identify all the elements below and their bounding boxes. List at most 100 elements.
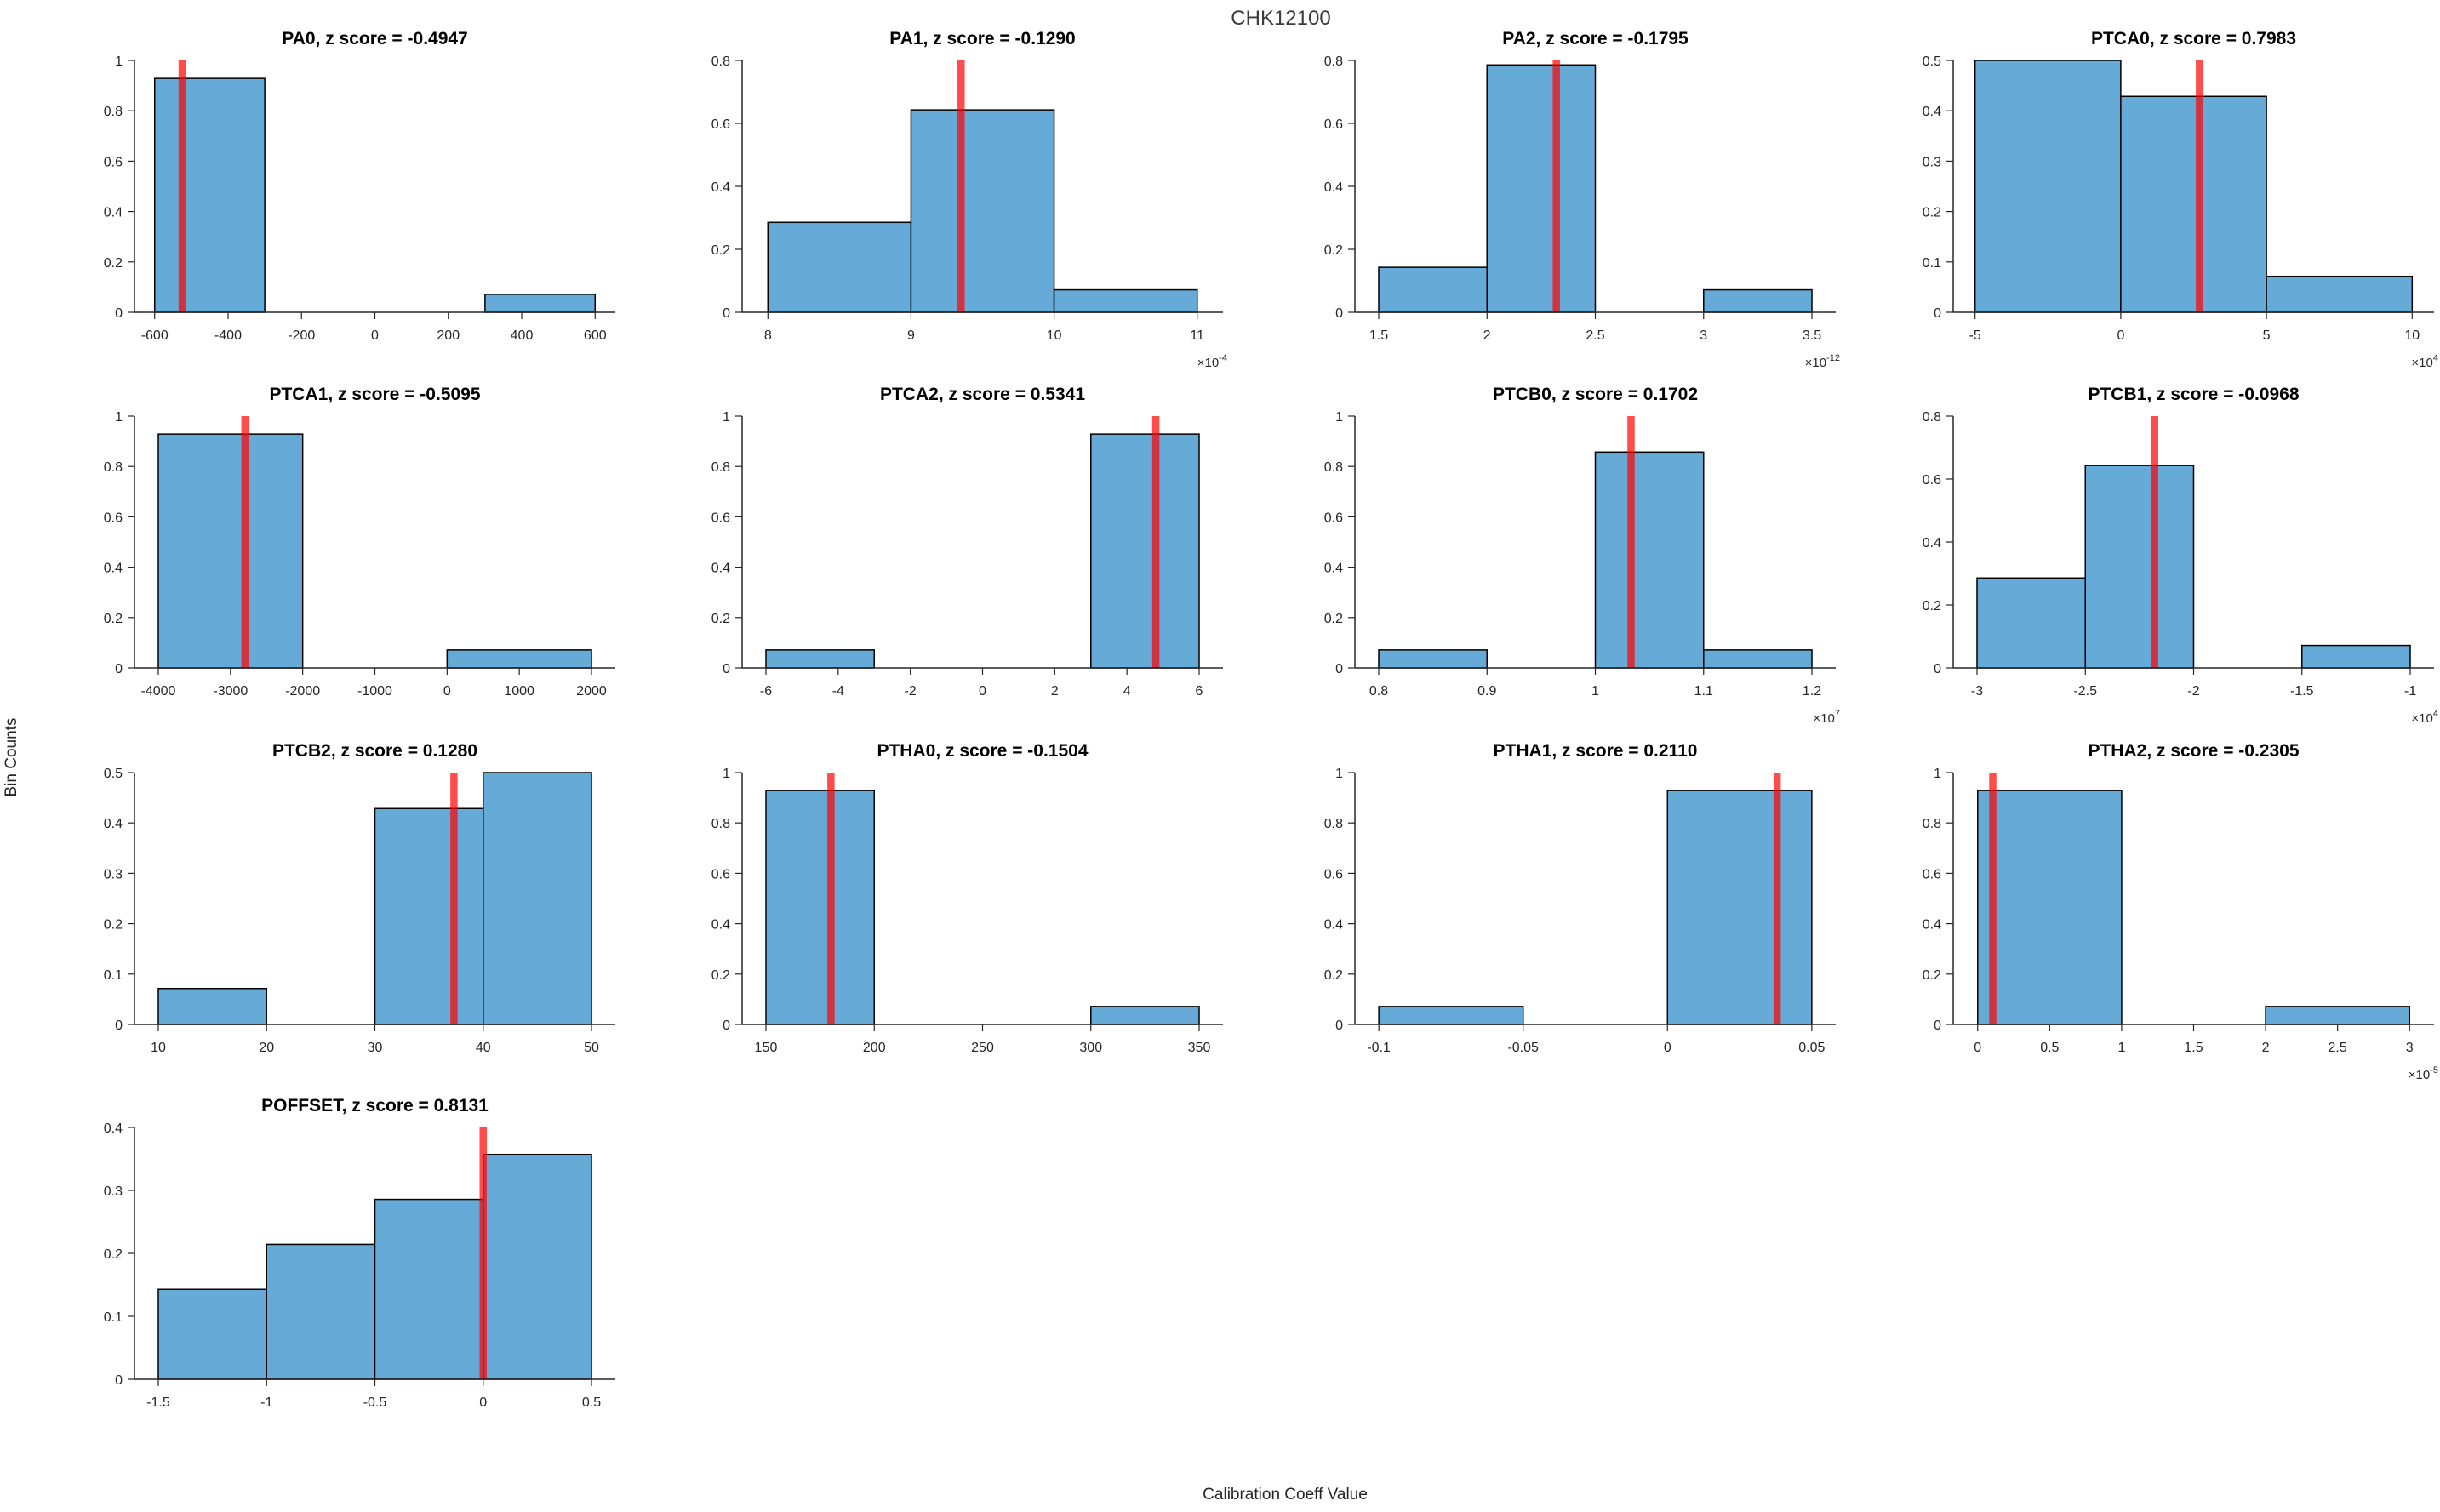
x-tick-label: 4 [1123,684,1131,699]
x-tick-label: 0.5 [2040,1041,2059,1055]
x-tick-label: 1000 [504,684,534,699]
x-tick-label: -0.5 [363,1395,387,1410]
x-tick-label: 1 [1591,684,1599,699]
y-tick-label: 0.2 [711,968,730,983]
subplot-canvas-PA0: -600 -400 -200 0 200 400 600 0 0.2 0.4 0.6 0.8 1 PA0,… [104,29,615,343]
x-tick-label: 600 [584,328,607,343]
x-tick-label: 9 [907,328,915,343]
x-tick-label: 0.9 [1477,684,1496,699]
y-tick-label: 1 [1335,410,1343,425]
subplot-title: PA1, z score = -0.1290 [889,29,1076,48]
subplot-PTCB2: 10 20 30 40 50 0 0.1 0.2 0.3 0.4 0.5 PTCB2, z score… [54,730,654,1113]
marker-line [178,60,186,312]
histogram-bar [1378,1006,1524,1025]
y-tick-label: 0.8 [711,460,730,475]
histogram-bar [483,772,592,1025]
figure-ylabel: Bin Counts [3,717,20,797]
subplot-title: PTHA1, z score = 0.2110 [1494,741,1698,761]
x-tick-label: 0.8 [1369,684,1388,699]
y-tick-label: 1 [1934,767,1941,781]
subplot-canvas-PTCA0: -5 0 5 10 0 0.1 0.2 0.3 0.4 0.5 ×104 PTCA0, z score… [1923,29,2438,370]
histogram-bar [765,790,875,1025]
y-tick-label: 0.5 [1923,54,1941,69]
x-tick-label: 40 [476,1041,491,1055]
x-tick-label: 2.5 [2329,1041,2347,1055]
x-tick-label: 0.05 [1798,1041,1825,1055]
histogram-bar [157,1288,267,1380]
y-tick-label: 0.8 [711,817,730,831]
x-exponent-label: ×107 [1813,709,1840,726]
subplot-PTCB0: 0.8 0.9 1 1.1 1.2 0 0.2 0.4 0.6 0.8 1 ×107 PTCB0, z … [1274,374,1874,756]
subplot-title: PTCB1, z score = -0.0968 [2088,385,2299,404]
x-exponent-label: ×104 [2411,353,2438,370]
marker-line [2196,60,2203,312]
subplot-PTCA2: -6 -4 -2 0 2 4 6 0 0.2 0.4 0.6 0.8 1 PTCA2, z score =… [661,374,1261,756]
x-tick-label: 0 [2117,328,2124,343]
subplot-title: PTCA1, z score = -0.5095 [269,385,480,404]
y-tick-label: 0.6 [104,511,123,525]
x-tick-label: 3.5 [1803,328,1821,343]
x-tick-label: 2 [1051,684,1059,699]
x-tick-label: -4000 [141,684,176,699]
subplot-PTCA0: -5 0 5 10 0 0.1 0.2 0.3 0.4 0.5 ×104 PTCA0, z score… [1872,18,2440,401]
y-tick-label: 0.4 [104,817,123,831]
histogram-bar [767,221,912,313]
y-tick-label: 0.3 [104,1184,123,1199]
y-tick-label: 1 [723,767,730,781]
y-tick-label: 0.4 [1324,562,1343,576]
y-tick-label: 0 [115,306,123,321]
y-tick-label: 1 [115,54,123,69]
x-tick-label: -200 [288,328,315,343]
x-tick-label: -400 [214,328,242,343]
histogram-bar [1703,649,1813,669]
x-tick-label: 2000 [576,684,607,699]
histogram-bar [374,807,484,1025]
x-tick-label: 50 [584,1041,599,1055]
x-tick-label: -0.05 [1507,1041,1539,1055]
marker-line [2151,416,2158,668]
y-tick-label: 1 [723,410,730,425]
figure-xlabel: Calibration Coeff Value [1203,1486,1368,1503]
x-tick-label: 2 [1483,328,1491,343]
y-tick-label: 0.6 [711,867,730,882]
x-tick-label: 1.5 [2184,1041,2203,1055]
y-tick-label: 0.6 [104,155,123,169]
histogram-bar [1703,288,1813,313]
marker-line [1989,773,1997,1024]
y-tick-label: 0.5 [104,767,123,781]
x-exponent-label: ×10-12 [1805,353,1840,370]
y-tick-label: 0.6 [1923,473,1941,488]
histogram-bar [910,109,1055,313]
x-tick-label: 200 [863,1041,886,1055]
x-tick-label: 5 [2263,328,2271,343]
y-tick-label: 0.2 [1324,243,1343,258]
y-tick-label: 0.6 [1324,511,1343,525]
y-tick-label: 0.6 [711,511,730,525]
y-tick-label: 0.4 [1923,536,1941,551]
x-tick-label: 11 [1190,328,1204,343]
histogram-bar [374,1198,484,1380]
y-tick-label: 1 [115,410,123,425]
x-tick-label: -5 [1969,328,1981,343]
y-tick-label: 0.2 [1923,206,1941,220]
histogram-bar [2266,275,2414,313]
histogram-bar [1378,649,1488,669]
subplot-PTCA1: -4000 -3000 -2000 -1000 0 1000 2000 0 0.2 0.4 0.6 0… [54,374,654,756]
y-tick-label: 0.8 [711,54,730,69]
histogram-bar [1053,288,1198,313]
x-tick-label: 10 [151,1041,166,1055]
histogram-bar [2265,1006,2410,1025]
subplot-canvas-PTCA2: -6 -4 -2 0 2 4 6 0 0.2 0.4 0.6 0.8 1 PTCA2, z score =… [711,385,1223,699]
x-tick-label: -600 [141,328,169,343]
x-tick-label: 150 [755,1041,778,1055]
histogram-bar [484,294,597,313]
histogram-bar [153,77,266,313]
y-tick-label: 0.4 [104,1121,123,1136]
y-tick-label: 0.4 [711,562,730,576]
x-tick-label: -1.5 [2290,684,2314,699]
y-tick-label: 0 [723,306,730,321]
histogram-bar [1090,1006,1200,1025]
histogram-bar [2084,465,2195,669]
x-tick-label: -1000 [357,684,392,699]
